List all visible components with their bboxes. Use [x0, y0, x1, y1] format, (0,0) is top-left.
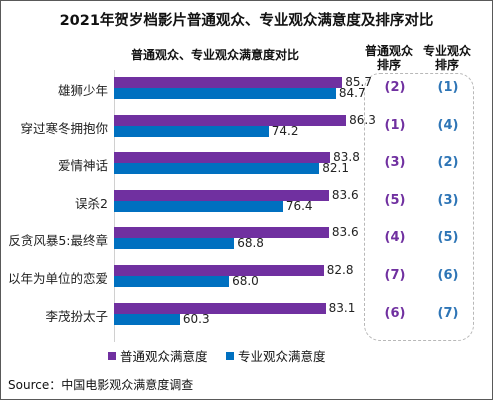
- legend-general-swatch: [108, 352, 116, 360]
- rank-general: (7): [384, 268, 406, 283]
- rank-pro: (2): [437, 155, 459, 171]
- value-label-pro: 60.3: [182, 311, 210, 326]
- bar-chart-title: 普通观众、专业观众满意度对比: [130, 48, 299, 62]
- legend-pro-swatch: [226, 352, 234, 360]
- value-label-pro: 84.7: [338, 86, 366, 100]
- rank-pro: (6): [437, 268, 459, 283]
- value-label-general: 82.8: [326, 263, 354, 277]
- rank-dashed-box: [364, 73, 474, 341]
- bar-general: [114, 152, 331, 164]
- rank-general: (3): [384, 155, 406, 171]
- rank-pro: (5): [437, 230, 459, 246]
- rank-general: (4): [384, 230, 406, 246]
- category-label: 穿过寒冬拥抱你: [20, 120, 108, 136]
- bar-general: [114, 77, 343, 88]
- bar-pro: [114, 238, 235, 250]
- category-label: 反贪风暴5:最终章: [8, 233, 108, 249]
- pro-rank-header: 专业观众排序: [422, 44, 471, 72]
- category-label: 雄狮少年: [57, 83, 108, 98]
- bar-general: [114, 265, 324, 276]
- bar-pro: [114, 125, 269, 137]
- legend-pro: 专业观众满意度: [226, 346, 326, 365]
- value-label-pro: 76.4: [285, 198, 313, 213]
- category-label: 爱情神话: [57, 158, 108, 174]
- legend-general: 普通观众满意度: [108, 346, 208, 365]
- bar-general: [114, 302, 326, 314]
- rank-pro: (1): [437, 80, 459, 95]
- value-label-general: 85.7: [345, 75, 372, 89]
- value-label-general: 83.6: [331, 225, 359, 240]
- bar-pro: [114, 88, 336, 99]
- category-label: 以年为单位的恋爱: [7, 271, 108, 286]
- rank-general: (1): [384, 117, 406, 133]
- general-rank-header: 普通观众排序: [364, 44, 413, 72]
- bar-pro: [114, 313, 180, 325]
- legend-general-label: 普通观众满意度: [120, 349, 208, 364]
- rank-general: (2): [384, 80, 406, 95]
- category-label: 误杀2: [75, 195, 108, 211]
- bar-pro: [114, 200, 283, 212]
- bar-general: [114, 114, 347, 126]
- value-label-general: 83.6: [331, 187, 359, 202]
- rank-pro: (3): [437, 192, 459, 208]
- chart-main-title: 2021年贺岁档影片普通观众、专业观众满意度及排序对比: [59, 13, 434, 29]
- bar-pro: [114, 163, 320, 175]
- rank-general: (5): [384, 192, 406, 208]
- value-label-general: 86.3: [349, 112, 376, 127]
- bar-general: [114, 189, 329, 201]
- bar-pro: [114, 276, 230, 287]
- value-label-pro: 68.0: [232, 274, 259, 288]
- value-label-pro: 68.8: [237, 236, 264, 251]
- rank-pro: (7): [437, 305, 459, 321]
- source-note: Source：中国电影观众满意度调查: [8, 378, 194, 392]
- legend-pro-label: 专业观众满意度: [238, 349, 326, 364]
- bar-general: [114, 227, 329, 239]
- category-label: 李茂扮太子: [45, 308, 108, 324]
- value-label-general: 83.1: [328, 300, 356, 315]
- value-label-pro: 82.1: [322, 161, 349, 176]
- rank-pro: (4): [437, 117, 459, 133]
- value-label-general: 83.8: [333, 150, 360, 165]
- rank-general: (6): [384, 305, 406, 321]
- value-label-pro: 74.2: [271, 123, 299, 138]
